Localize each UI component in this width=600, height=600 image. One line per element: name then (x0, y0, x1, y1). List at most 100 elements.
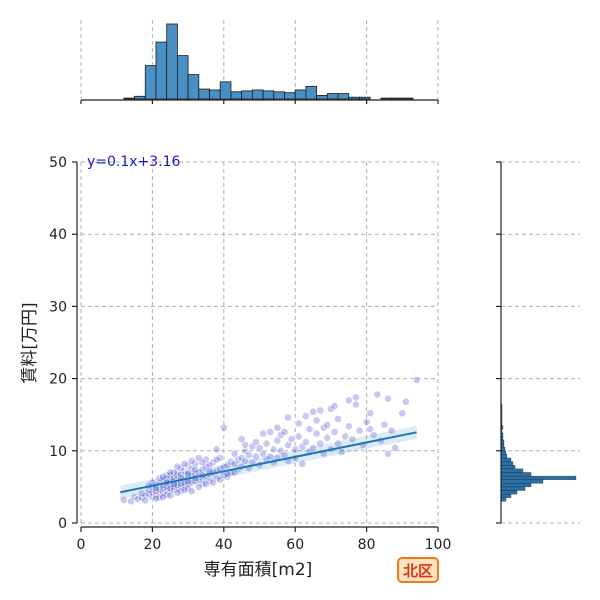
data-point (166, 491, 175, 500)
data-point (330, 428, 339, 436)
data-point (230, 449, 239, 458)
data-point (259, 449, 267, 458)
data-point (312, 416, 321, 425)
data-point (351, 393, 360, 402)
right-hist-bar (500, 472, 532, 477)
data-point (412, 376, 421, 384)
right-hist-bar (500, 493, 512, 498)
regression-line (120, 431, 417, 494)
data-point (323, 420, 332, 429)
x-tick-label: 20 (143, 537, 161, 553)
data-point (298, 459, 307, 468)
data-point (305, 425, 314, 433)
data-point (187, 456, 196, 465)
right-hist-bar (500, 465, 516, 469)
x-axis-title: 専有面積[m2] (204, 560, 313, 580)
data-point (244, 451, 253, 459)
x-tick-label: 40 (215, 537, 233, 553)
top-hist-bar (187, 74, 200, 100)
data-point (351, 400, 360, 409)
top-hist-bar (134, 95, 146, 100)
data-point (216, 475, 225, 484)
top-hist-bar (262, 90, 275, 100)
top-hist-bar (348, 96, 360, 100)
y-tick-label: 0 (58, 516, 67, 532)
x-tick-label: 0 (77, 537, 86, 553)
area-badge: 北区 (397, 557, 439, 583)
right-hist-bar (500, 483, 532, 488)
data-point (316, 439, 325, 448)
data-point (173, 488, 182, 497)
data-point (241, 456, 250, 465)
data-point (280, 428, 289, 436)
y-tick-label: 40 (49, 227, 67, 243)
top-hist-bar (337, 93, 350, 100)
right-hist-bar (500, 486, 526, 491)
data-point (191, 465, 200, 474)
top-hist-bar (294, 89, 307, 100)
data-point (266, 428, 275, 436)
data-point (341, 432, 350, 441)
data-point (219, 423, 228, 432)
data-point (334, 415, 342, 423)
top-hist-bar (359, 96, 371, 100)
right-hist-bar (500, 461, 514, 466)
top-hist-bar (273, 91, 285, 100)
data-point (166, 468, 175, 477)
data-point (398, 409, 407, 418)
data-point (251, 452, 260, 461)
data-point (373, 390, 382, 399)
data-point (309, 407, 317, 416)
y-tick-label: 10 (49, 444, 67, 460)
top-hist-bar (198, 88, 210, 100)
data-point (301, 438, 310, 446)
data-point (366, 409, 375, 418)
top-hist-bar (123, 97, 135, 100)
data-point (348, 435, 357, 444)
right-hist-bar (500, 497, 507, 502)
data-point (180, 485, 189, 494)
data-point (152, 494, 160, 503)
data-point (355, 426, 364, 435)
top-hist-bar (176, 55, 189, 100)
top-hist-bar (230, 91, 243, 100)
data-point (384, 394, 392, 403)
data-point (391, 443, 400, 452)
data-point (294, 432, 303, 441)
data-point (187, 487, 196, 496)
top-hist-bar (219, 81, 232, 100)
data-point (251, 438, 260, 446)
y-tick-label: 20 (49, 372, 67, 388)
data-point (212, 455, 221, 464)
right-hist-bar (500, 468, 524, 473)
data-point (273, 436, 282, 445)
top-hist-bar (209, 89, 221, 100)
data-point (159, 493, 167, 501)
top-hist-bar (155, 41, 168, 100)
data-point (269, 445, 278, 454)
data-point (194, 482, 203, 491)
data-point (301, 412, 310, 420)
right-hist-bar (500, 490, 518, 495)
data-point (401, 397, 410, 406)
right-hist-bar (500, 475, 577, 480)
right-hist-bar (500, 479, 544, 484)
area-badge-label: 北区 (402, 561, 433, 580)
data-point (273, 423, 282, 432)
data-point (337, 448, 346, 457)
data-point (159, 472, 167, 481)
data-point (180, 459, 189, 468)
data-point (194, 454, 203, 462)
data-point (212, 445, 221, 454)
data-point (259, 429, 267, 438)
data-point (344, 396, 353, 405)
top-hist-bar (316, 94, 328, 100)
data-point (255, 443, 264, 452)
top-histogram (80, 20, 439, 104)
data-point (287, 435, 296, 444)
data-point (237, 435, 246, 444)
data-point (291, 445, 300, 454)
regression-equation: y=0.1x+3.16 (87, 154, 181, 170)
top-hist-bar (241, 90, 253, 100)
